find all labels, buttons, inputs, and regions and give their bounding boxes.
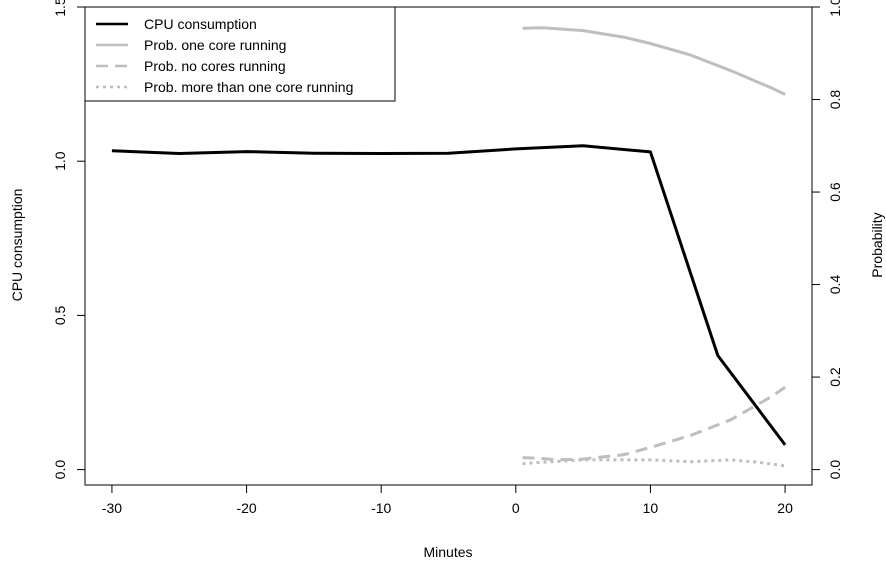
- y-right-tick-label: 0.6: [827, 182, 843, 202]
- series-line-3: [522, 386, 786, 462]
- legend-box: [84, 6, 396, 102]
- y-axis-right-label: Probability: [869, 212, 885, 277]
- x-tick-label: 0: [512, 500, 520, 516]
- x-tick-label: -20: [236, 500, 256, 516]
- series-line-1: [111, 144, 787, 446]
- x-axis-label: Minutes: [423, 544, 472, 560]
- x-tick-label: 20: [777, 500, 793, 516]
- plot-frame: [84, 6, 813, 486]
- x-tick-label: 10: [643, 500, 659, 516]
- series-line-2: [522, 26, 786, 96]
- y-left-tick-label: 1.5: [52, 0, 68, 17]
- y-right-tick-label: 0.4: [827, 275, 843, 295]
- legend-label-2: Prob. one core running: [144, 37, 286, 53]
- x-tick-label: -30: [102, 500, 122, 516]
- y-axis-left-label: CPU consumption: [9, 189, 25, 302]
- legend-label-3: Prob. no cores running: [144, 58, 286, 74]
- y-left-tick-label: 0.5: [52, 305, 68, 325]
- y-right-tick-label: 0.8: [827, 90, 843, 110]
- y-right-tick-label: 1.0: [827, 0, 843, 17]
- y-left-tick-label: 1.0: [52, 151, 68, 171]
- y-left-tick-label: 0.0: [52, 460, 68, 480]
- y-right-tick-label: 0.0: [827, 460, 843, 480]
- x-tick-label: -10: [371, 500, 391, 516]
- y-right-tick-label: 0.2: [827, 367, 843, 387]
- series-line-4: [522, 458, 786, 468]
- legend-label-1: CPU consumption: [144, 16, 257, 32]
- legend-label-4: Prob. more than one core running: [144, 79, 353, 95]
